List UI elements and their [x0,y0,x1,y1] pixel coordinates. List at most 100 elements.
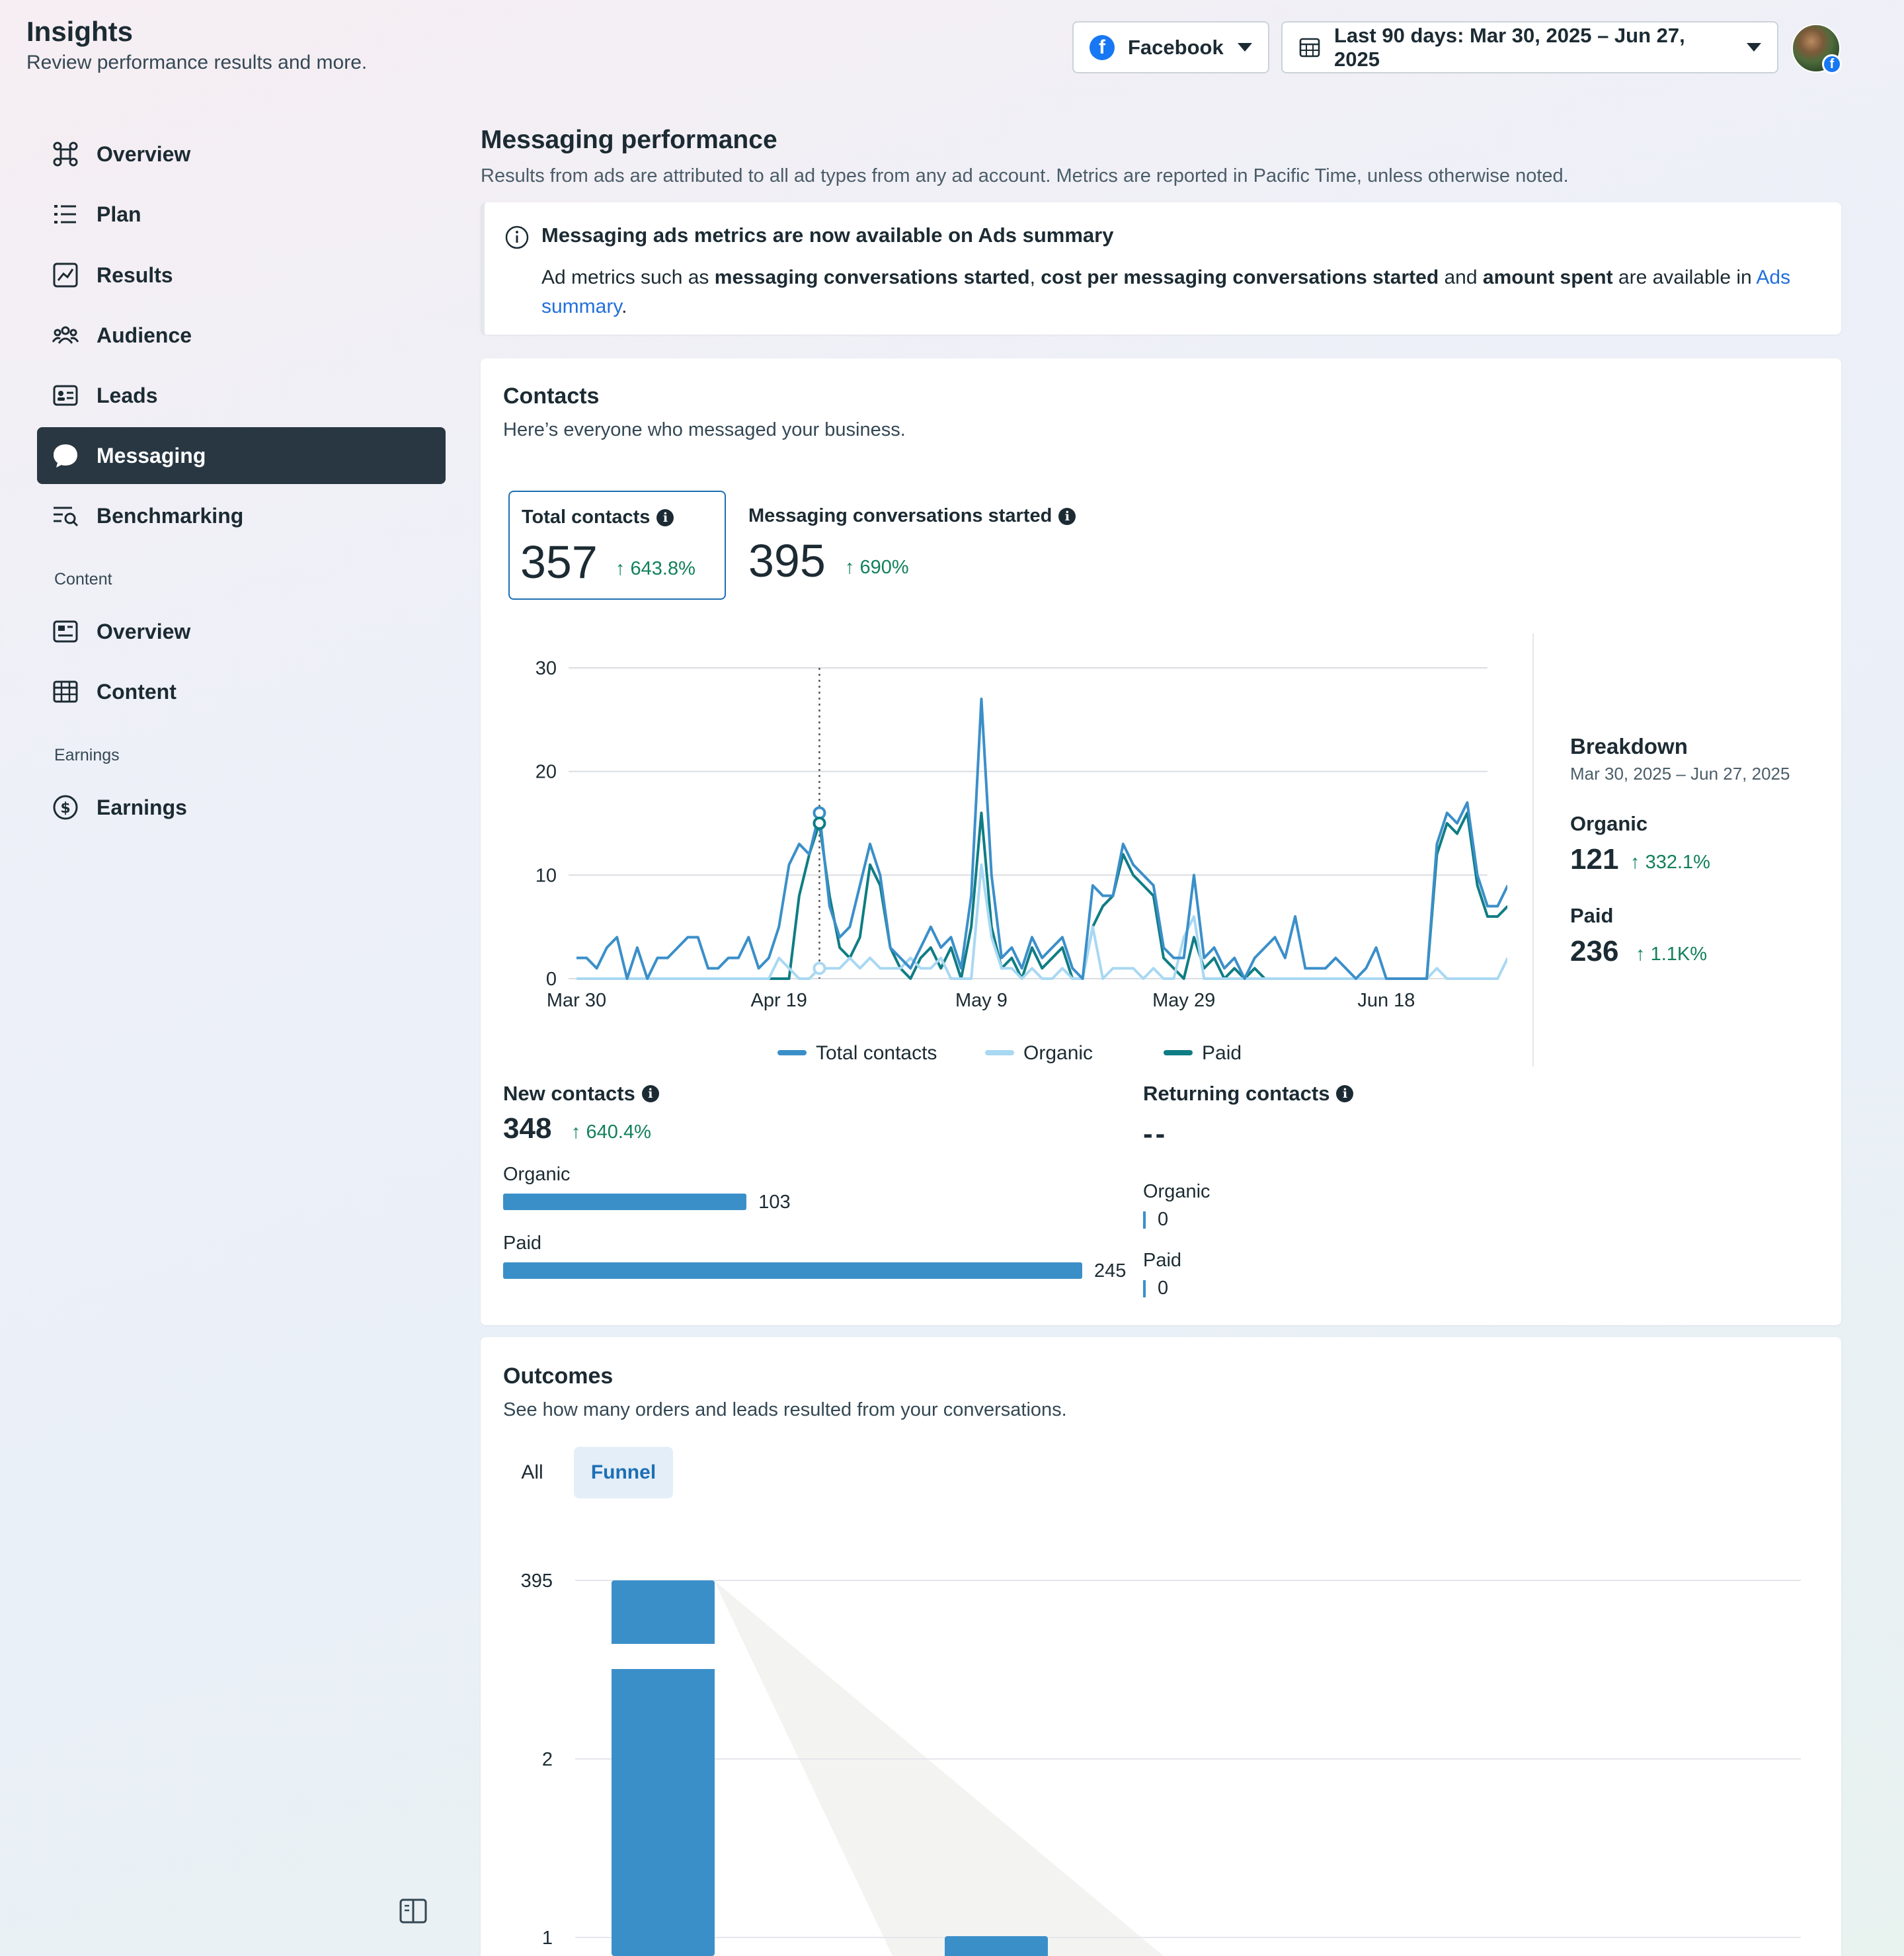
collapse-sidebar-icon[interactable] [399,1898,428,1924]
new-paid-label: Paid [503,1233,542,1254]
date-range-dropdown[interactable]: Last 90 days: Mar 30, 2025 – Jun 27, 202… [1281,21,1778,73]
sidebar-item-benchmarking[interactable]: Benchmarking [37,487,446,544]
sidebar-item-label: Content [97,679,177,704]
y-tick-label: 10 [536,865,557,886]
arrow-up-icon: ↑ [1630,852,1646,873]
chevron-down-icon [1747,43,1761,52]
breakdown-organic-value: 121 [1570,843,1619,876]
tab-funnel[interactable]: Funnel [574,1447,673,1498]
card-title: Contacts [503,384,600,409]
notice-body: Ad metrics such as messaging conversatio… [541,266,1791,317]
sidebar-item-label: Benchmarking [97,503,244,528]
sidebar-item-label: Earnings [97,795,187,819]
legend-label: Paid [1202,1042,1242,1064]
funnel-bar [945,1936,1048,1956]
arrow-up-icon: ↑ [615,558,625,579]
dollar-circle-icon: $ [52,794,79,821]
sidebar-item-label: Overview [97,142,191,166]
series-line-organic [576,863,1507,980]
svg-text:$: $ [60,800,70,817]
arrow-up-icon: ↑ [571,1121,581,1143]
hover-point [813,961,826,975]
sidebar-item-content-overview[interactable]: Overview [37,603,446,660]
arrow-up-icon: ↑ [845,557,855,578]
kpi-delta: ↑ 690% [845,557,909,578]
returning-organic-bar [1143,1211,1146,1229]
contacts-card: Contacts Here’s everyone who messaged yo… [481,358,1841,1325]
section-subtitle: Results from ads are attributed to all a… [481,165,1569,186]
breakdown-organic-delta: ↑ 332.1% [1630,852,1710,873]
breakdown-paid-label: Paid [1570,904,1614,927]
series-line-paid [576,811,1507,980]
new-contacts-label: New contacts i [503,1082,659,1106]
notice-title: Messaging ads metrics are now available … [541,224,1114,247]
x-tick-label: Mar 30 [547,990,606,1011]
info-icon[interactable]: i [656,509,674,526]
list-icon [52,200,79,228]
funnel-chart[interactable]: 395 2 1 [502,1554,1825,1956]
info-icon[interactable]: i [1336,1085,1354,1102]
contacts-line-chart[interactable]: 0 10 20 30 Mar 30 Apr 19 May 9 May 29 Jun 18 Tota… [502,635,1507,1071]
y-tick-label: 0 [546,969,557,990]
info-icon[interactable]: i [1058,507,1076,525]
facebook-badge-icon: f [1822,54,1842,74]
new-contacts-value: 348 [503,1112,552,1145]
new-paid-bar [503,1262,1082,1279]
sidebar-item-content[interactable]: Content [37,663,446,720]
kpi-messaging-conversations[interactable]: Messaging conversations started i 395 ↑ 69… [738,491,1108,600]
platform-label: Facebook [1128,35,1224,59]
info-icon [504,225,530,250]
kpi-value: 395 [748,535,826,587]
new-organic-value: 103 [758,1192,791,1213]
funnel-bar [612,1580,715,1956]
kpi-label: Total contacts i [522,507,674,528]
sidebar-item-label: Results [97,263,173,287]
ads-summary-link[interactable]: Ads summary [541,266,1791,317]
kpi-total-contacts[interactable]: Total contacts i 357 ↑ 643.8% [508,491,726,600]
x-tick-label: Apr 19 [750,990,807,1011]
sidebar-item-earnings[interactable]: $ Earnings [37,779,446,836]
sidebar-item-label: Leads [97,383,158,407]
sidebar-item-plan[interactable]: Plan [37,186,446,243]
sidebar-item-messaging[interactable]: Messaging [37,427,446,484]
y-tick-label: 1 [542,1928,553,1949]
section-title: Messaging performance [481,126,777,154]
sidebar-item-results[interactable]: Results [37,247,446,304]
kpi-value: 357 [520,536,598,588]
y-tick-label: 30 [536,658,557,679]
tab-all[interactable]: All [521,1461,543,1483]
returning-paid-value: 0 [1158,1278,1169,1299]
avatar[interactable]: f [1792,24,1842,74]
breakdown-range: Mar 30, 2025 – Jun 27, 2025 [1570,764,1790,784]
chart-divider [1532,633,1534,1067]
sidebar-item-overview[interactable]: Overview [37,126,446,183]
chat-bubble-icon [52,442,79,469]
search-list-icon [52,502,79,530]
trend-chart-icon [52,261,79,289]
y-tick-label: 395 [521,1570,553,1592]
info-icon[interactable]: i [641,1085,659,1102]
breakdown-organic-label: Organic [1570,812,1648,835]
content-overview-icon [52,618,79,645]
card-subtitle: Here’s everyone who messaged your busine… [503,419,906,440]
platform-dropdown[interactable]: f Facebook [1072,21,1269,73]
page-subtitle: Review performance results and more. [26,52,368,73]
sidebar-item-label: Overview [97,619,191,643]
legend-label: Total contacts [816,1042,937,1064]
sidebar-item-leads[interactable]: Leads [37,367,446,424]
hover-point [813,806,826,820]
people-icon [52,321,79,349]
returning-organic-label: Organic [1143,1181,1210,1202]
facebook-icon: f [1090,34,1115,60]
page-title: Insights [26,16,134,47]
returning-paid-bar [1143,1280,1146,1297]
y-tick-label: 20 [536,762,557,783]
sidebar-item-label: Audience [97,323,192,347]
new-organic-label: Organic [503,1164,571,1185]
contact-card-icon [52,382,79,409]
table-icon [52,678,79,706]
y-tick-label: 2 [542,1749,553,1770]
arrow-up-icon: ↑ [1636,944,1651,965]
sidebar-item-audience[interactable]: Audience [37,307,446,364]
x-tick-label: Jun 18 [1357,990,1415,1011]
